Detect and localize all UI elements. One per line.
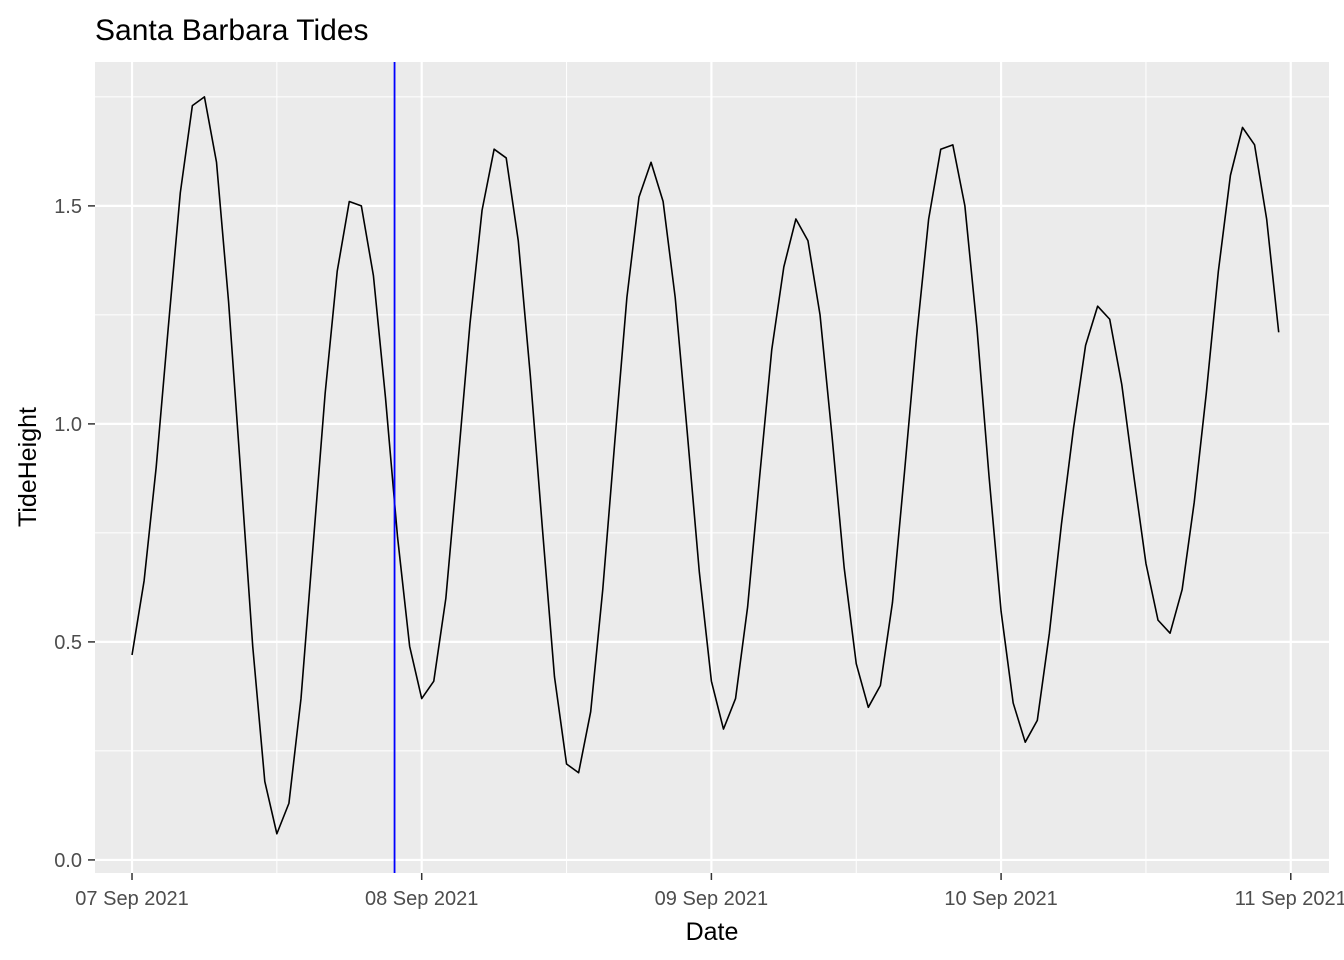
y-tick-label: 1.0 — [54, 414, 82, 436]
x-axis-title: Date — [686, 918, 739, 946]
y-tick-label: 0.5 — [54, 632, 82, 654]
data-layer — [131, 62, 1280, 873]
x-tick-label: 08 Sep 2021 — [365, 888, 478, 910]
x-tick-label: 11 Sep 2021 — [1235, 888, 1344, 910]
x-tick-label: 09 Sep 2021 — [655, 888, 768, 910]
axis-layer: 0.0 0.5 1.0 1.5 07 Sep 2021 08 Sep 2021 09 Sep… — [54, 196, 1344, 910]
grid-lines — [95, 62, 1329, 873]
tide-series-line — [131, 96, 1280, 835]
y-tick-label: 0.0 — [54, 850, 82, 872]
y-tick-label: 1.5 — [54, 196, 82, 218]
x-tick-label: 10 Sep 2021 — [944, 888, 1057, 910]
chart-title: Santa Barbara Tides — [95, 14, 369, 47]
x-tick-label: 07 Sep 2021 — [75, 888, 188, 910]
y-axis-title: TideHeight — [14, 407, 42, 527]
